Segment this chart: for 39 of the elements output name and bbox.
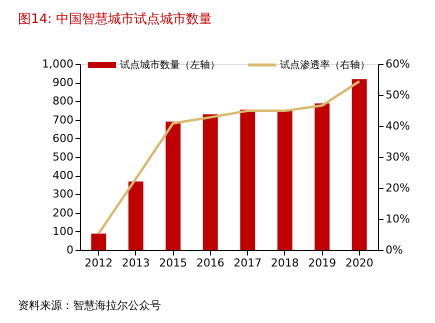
line-series — [97, 80, 361, 235]
x-tick-label: 2020 — [345, 256, 374, 270]
y-tick-label: 300 — [52, 188, 74, 201]
bar — [202, 114, 218, 250]
y2-tick-label: 10% — [386, 212, 410, 226]
y2-tick-label: 60% — [386, 58, 410, 70]
y2-tick-label: 40% — [386, 120, 410, 132]
bar — [352, 79, 367, 250]
y-tick-label: 400 — [52, 169, 74, 182]
y-tick-label: 600 — [52, 132, 74, 145]
y2-tick-label: 30% — [386, 150, 410, 164]
y2-tick-label: 0% — [386, 244, 403, 256]
x-tick-label: 2018 — [270, 256, 299, 270]
legend-label: 试点渗透率（右轴） — [280, 59, 370, 71]
bar — [314, 103, 330, 250]
y-tick-label: 100 — [52, 224, 74, 238]
y2-tick-label: 20% — [386, 182, 410, 194]
y-tick-label: 900 — [52, 76, 74, 90]
y-tick-label: 200 — [52, 206, 74, 220]
bar — [166, 122, 181, 250]
x-tick-label: 2016 — [196, 256, 224, 270]
x-tick-label: 2012 — [84, 256, 113, 270]
y2-tick-label: 50% — [386, 88, 410, 102]
y-tick-label: 1,000 — [42, 58, 74, 70]
text: 资料来源：智慧海拉尔公众号 — [18, 299, 161, 312]
bar — [277, 110, 292, 250]
y-tick-label: 0 — [66, 244, 74, 256]
x-tick-label: 2013 — [122, 256, 150, 270]
x-tick-label: 2015 — [159, 256, 188, 270]
y-tick-label: 800 — [52, 94, 74, 108]
y-tick-label: 500 — [52, 150, 74, 164]
x-tick-label: 2019 — [308, 256, 336, 270]
bar — [240, 110, 256, 250]
legend-label: 试点城市数量（左轴） — [120, 59, 220, 71]
bar — [91, 234, 106, 250]
y-tick-label: 700 — [52, 113, 74, 126]
x-tick-label: 2017 — [234, 256, 262, 270]
bar — [128, 182, 144, 250]
chart-title: 图14: 中国智慧城市试点城市数量 — [18, 12, 212, 27]
